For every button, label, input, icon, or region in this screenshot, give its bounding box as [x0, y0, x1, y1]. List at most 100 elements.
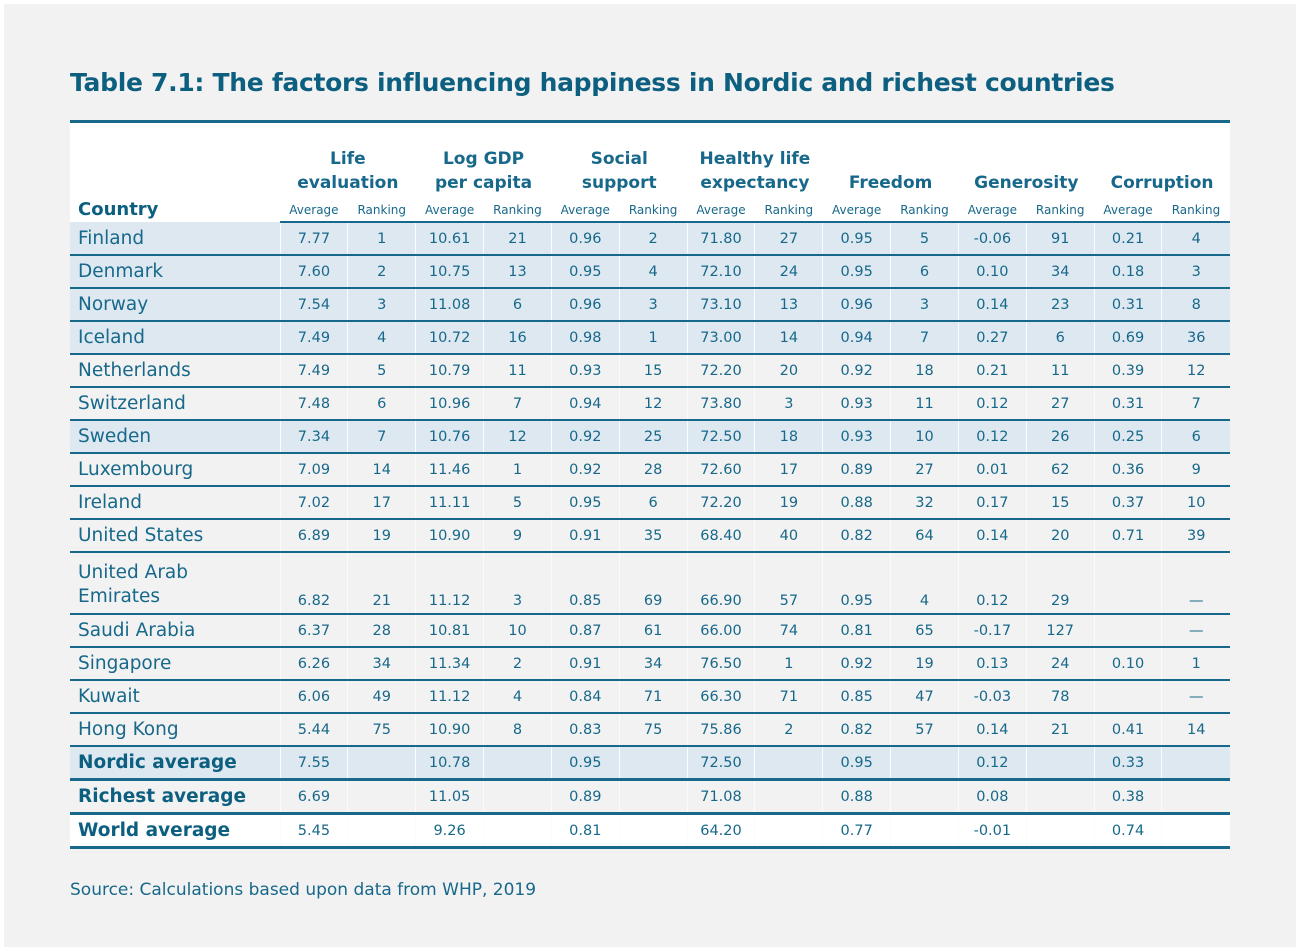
average-cell: 75.86 [686, 713, 755, 747]
ranking-cell: 19 [890, 647, 959, 681]
ranking-cell: 1 [754, 647, 823, 681]
country-name: Sweden [70, 420, 280, 454]
table-row: United Arab Emirates 6.82 21 11.12 3 0.85 69 66… [70, 552, 1230, 615]
ranking-cell: 2 [754, 713, 823, 747]
ranking-cell: 2 [618, 222, 688, 256]
average-cell: 0.37 [1093, 486, 1162, 520]
ranking-cell: 6 [483, 288, 552, 322]
table-row: Iceland 7.49 4 10.72 16 0.98 1 73.00 14 0.94 7 0.27… [70, 321, 1230, 355]
ranking-cell [483, 779, 552, 815]
ranking-cell: 24 [754, 255, 823, 289]
ranking-cell: 7 [1161, 387, 1230, 421]
ranking-cell: — [1161, 680, 1230, 714]
average-row: Richest average 6.69 11.05 0.89 71.08 0.88 0.0… [70, 779, 1230, 815]
group-header-line: Healthy life [699, 149, 811, 169]
ranking-cell [618, 746, 688, 781]
country-header: Country [70, 120, 280, 222]
ranking-cell: 12 [618, 387, 688, 421]
average-cell: 0.08 [957, 779, 1027, 815]
country-name: World average [70, 813, 280, 849]
ranking-subheader: Ranking [890, 203, 959, 223]
average-cell: 0.31 [1093, 387, 1162, 421]
ranking-cell [1161, 779, 1230, 815]
average-cell: 72.50 [686, 746, 755, 781]
ranking-cell: 62 [1025, 453, 1095, 487]
ranking-cell: 14 [754, 321, 823, 355]
average-cell: 0.88 [822, 779, 891, 815]
ranking-cell: 25 [618, 420, 688, 454]
ranking-cell: 6 [1025, 321, 1095, 355]
average-cell: 0.92 [822, 647, 891, 681]
average-cell: 0.12 [957, 746, 1027, 781]
average-cell: 11.46 [415, 453, 484, 487]
ranking-cell [483, 813, 552, 849]
average-cell: -0.06 [957, 222, 1027, 256]
group-header-line: Freedom [848, 173, 933, 193]
ranking-cell: 64 [890, 519, 959, 553]
average-cell: 0.87 [550, 614, 620, 648]
ranking-cell [1161, 813, 1230, 849]
ranking-cell: 3 [890, 288, 959, 322]
average-cell: 0.21 [957, 354, 1027, 388]
ranking-cell: 27 [890, 453, 959, 487]
ranking-cell: 21 [483, 222, 552, 256]
average-cell: 0.81 [822, 614, 891, 648]
ranking-cell: 69 [618, 552, 688, 615]
average-cell: 0.91 [550, 647, 620, 681]
ranking-cell [618, 813, 688, 849]
average-cell: 10.61 [415, 222, 484, 256]
ranking-cell: 34 [1025, 255, 1095, 289]
ranking-cell: 3 [1161, 255, 1230, 289]
ranking-cell: 7 [890, 321, 959, 355]
average-cell: 0.95 [822, 255, 891, 289]
ranking-cell: 8 [1161, 288, 1230, 322]
average-cell: 0.39 [1093, 354, 1162, 388]
group-header-line [1094, 147, 1230, 171]
average-cell: 71.80 [686, 222, 755, 256]
average-cell: 72.50 [686, 420, 755, 454]
average-cell: 0.12 [957, 420, 1027, 454]
happiness-factors-table: Country Life evaluation Log GDP per capita S… [70, 120, 1230, 849]
average-cell: 73.00 [686, 321, 755, 355]
source-note: Source: Calculations based upon data fro… [70, 880, 537, 900]
ranking-cell: 4 [618, 255, 688, 289]
ranking-cell: 11 [1025, 354, 1095, 388]
ranking-cell: 2 [347, 255, 416, 289]
ranking-cell: 3 [347, 288, 416, 322]
average-cell [1093, 680, 1162, 714]
ranking-cell [890, 746, 959, 781]
average-cell: 0.95 [822, 222, 891, 256]
ranking-cell [754, 746, 823, 781]
ranking-cell: 1 [618, 321, 688, 355]
group-header: Generosity [958, 120, 1095, 203]
ranking-cell: 11 [483, 354, 552, 388]
ranking-cell: 3 [754, 387, 823, 421]
average-cell: 0.82 [822, 519, 891, 553]
average-cell: 0.33 [1093, 746, 1162, 781]
country-name: Ireland [70, 486, 280, 520]
ranking-cell: 4 [890, 552, 959, 615]
ranking-cell [754, 779, 823, 815]
group-header: Corruption [1094, 120, 1230, 203]
ranking-cell: 10 [890, 420, 959, 454]
ranking-cell: 6 [347, 387, 416, 421]
average-cell: 7.49 [279, 354, 348, 388]
average-cell: 68.40 [686, 519, 755, 553]
average-cell: 6.69 [279, 779, 348, 815]
average-cell: 72.60 [686, 453, 755, 487]
ranking-cell [754, 813, 823, 849]
ranking-subheader: Ranking [483, 203, 552, 223]
ranking-cell: 6 [1161, 420, 1230, 454]
average-cell: 0.27 [957, 321, 1027, 355]
ranking-cell: 21 [347, 552, 416, 615]
average-cell: 0.41 [1093, 713, 1162, 747]
table-row: Norway 7.54 3 11.08 6 0.96 3 73.10 13 0.96 3 0.14 23… [70, 288, 1230, 322]
average-cell: 10.72 [415, 321, 484, 355]
average-cell: 0.01 [957, 453, 1027, 487]
group-header-line: Social [590, 149, 648, 169]
ranking-cell: 3 [483, 552, 552, 615]
average-cell: 0.89 [550, 779, 620, 815]
ranking-cell: 14 [1161, 713, 1230, 747]
ranking-cell: 2 [483, 647, 552, 681]
